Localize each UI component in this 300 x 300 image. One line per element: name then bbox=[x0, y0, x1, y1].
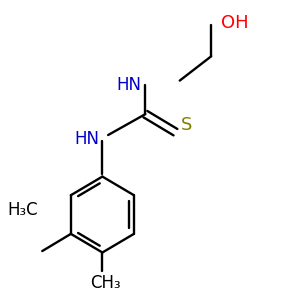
Text: HN: HN bbox=[74, 130, 100, 148]
Text: S: S bbox=[181, 116, 193, 134]
Text: OH: OH bbox=[221, 14, 249, 32]
Text: HN: HN bbox=[116, 76, 141, 94]
Text: H₃C: H₃C bbox=[7, 200, 38, 218]
Text: CH₃: CH₃ bbox=[90, 274, 121, 292]
